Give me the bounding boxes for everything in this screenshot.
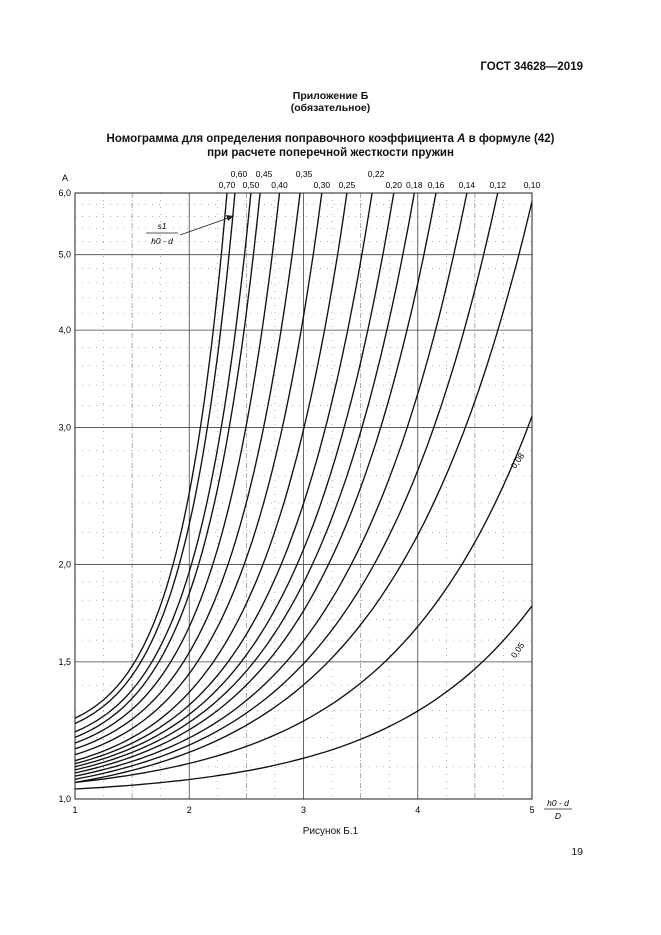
series-line: [74, 192, 252, 733]
series-label: 0,20: [385, 180, 402, 190]
x-tick-label: 1: [72, 805, 77, 815]
standard-header: ГОСТ 34628—2019: [480, 61, 583, 73]
series-line: [74, 192, 228, 719]
series-line: [74, 201, 533, 784]
figure-title-post: в формуле (42): [465, 133, 555, 145]
series-label: 0,45: [256, 169, 273, 179]
series-line: [74, 192, 301, 750]
y-tick-label: 4,0: [58, 325, 71, 335]
figure-title: Номограмма для определения поправочного …: [0, 132, 661, 160]
series-label: 0,05: [509, 640, 527, 660]
x-tick-label: 2: [187, 805, 192, 815]
series-line: [74, 192, 261, 738]
y-tick-label: 1,5: [58, 657, 71, 667]
y-tick-label: 5,0: [58, 250, 71, 260]
series-line: [74, 192, 323, 756]
figure-caption: Рисунок Б.1: [302, 826, 359, 837]
parameter-arrow-line: [179, 215, 235, 236]
x-axis-label-numerator: h0 - d: [547, 798, 569, 808]
series-line: [74, 605, 533, 790]
x-axis-label-denominator: D: [555, 811, 561, 821]
series-label: 0,60: [231, 169, 248, 179]
x-tick-label: 3: [301, 805, 306, 815]
parameter-label-denominator: h0 - d: [151, 236, 173, 246]
series-line: [74, 192, 437, 774]
series-label: 0,18: [406, 180, 423, 190]
parameter-arrow-head: [226, 215, 234, 221]
page-number: 19: [571, 846, 583, 858]
series-line: [74, 192, 373, 765]
series-label: 0,30: [314, 180, 331, 190]
series-label: 0,40: [271, 180, 288, 190]
series-label: 0,22: [368, 169, 385, 179]
series-label: 0,35: [296, 169, 313, 179]
series-line: [74, 192, 499, 780]
series-label: 0,16: [428, 180, 445, 190]
y-tick-label: 2,0: [58, 560, 71, 570]
series-line: [74, 192, 415, 771]
y-tick-label: 3,0: [58, 422, 71, 432]
figure-title-line2: при расчете поперечной жесткости пружин: [207, 147, 454, 159]
figure-title-line1: Номограмма для определения поправочного …: [0, 132, 661, 146]
figure-title-var: A: [457, 133, 466, 145]
y-tick-label: 1,0: [58, 794, 71, 804]
series-label: 0,12: [489, 180, 506, 190]
series-label: 0,08: [509, 451, 527, 471]
series-line: [74, 192, 281, 744]
series-label: 0,14: [459, 180, 476, 190]
series-line: [74, 192, 236, 725]
parameter-label-numerator: s1: [158, 221, 167, 231]
series-label: 0,70: [219, 180, 236, 190]
figure-title-pre: Номограмма для определения поправочного …: [106, 133, 458, 145]
series-label: 0,50: [243, 180, 260, 190]
appendix-title: Приложение Б: [292, 90, 369, 102]
series-label: 0,10: [524, 180, 541, 190]
appendix-subtitle: (обязательное): [290, 102, 371, 114]
series-line: [74, 192, 468, 777]
x-tick-label: 5: [529, 805, 534, 815]
y-axis-label: A: [62, 173, 68, 183]
series-line: [74, 416, 533, 784]
plot-frame: [74, 192, 533, 800]
series-label: 0,25: [339, 180, 356, 190]
series-line: [74, 192, 348, 762]
x-tick-label: 4: [415, 805, 420, 815]
appendix-heading: Приложение Б (обязательное): [0, 90, 661, 114]
y-tick-label: 6,0: [58, 188, 71, 198]
series-line: [74, 192, 395, 768]
